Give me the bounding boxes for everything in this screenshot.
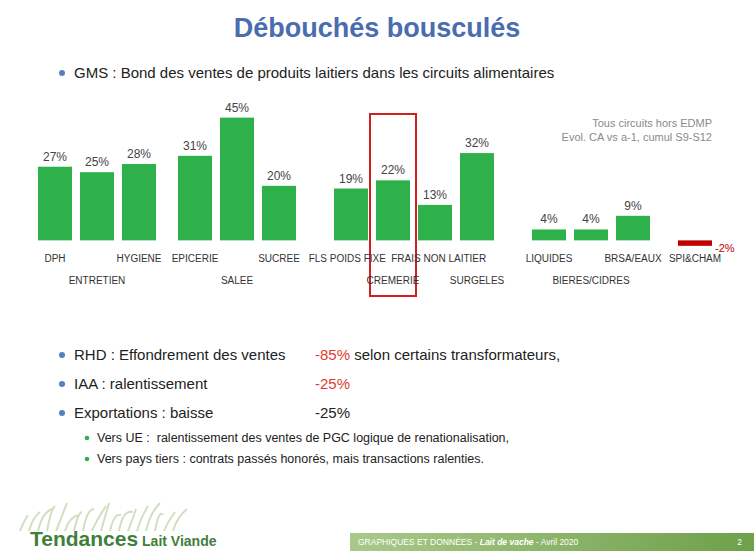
- bar: [220, 118, 254, 241]
- bar: [178, 156, 212, 241]
- chart-annotation: Tous circuits hors EDMP: [592, 117, 712, 129]
- bullet-dot: [59, 352, 65, 358]
- footer-grass: [173, 509, 187, 531]
- category-label: SURGELES: [450, 275, 505, 286]
- sub-bullet-text: Vers pays tiers : contrats passés honoré…: [97, 452, 484, 466]
- category-label: SUCREE: [258, 253, 300, 264]
- bar: [262, 186, 296, 241]
- sub-bullet-dot: [85, 436, 90, 441]
- bar: [532, 229, 566, 240]
- footer-page: 2: [737, 537, 742, 547]
- data-label: 4%: [582, 212, 600, 226]
- footer-brand: Tendances Lait Viande: [30, 527, 217, 550]
- bar: [574, 229, 608, 240]
- category-label: BRSA/EAUX: [604, 253, 662, 264]
- footer-grass: [155, 514, 163, 531]
- bullet-rest: selon certains transformateurs,: [350, 346, 560, 363]
- category-label: LIQUIDES: [526, 253, 573, 264]
- bar: [334, 189, 368, 241]
- footer-grass: [20, 515, 28, 531]
- data-label: 27%: [43, 150, 67, 164]
- category-label: FRAIS NON LAITIER: [391, 253, 486, 264]
- category-label: EPICERIE: [172, 253, 219, 264]
- bar: [418, 205, 452, 240]
- bar: [376, 180, 410, 240]
- sub-bullet-dot: [85, 457, 90, 462]
- category-label: FLS POIDS FIXE: [309, 253, 387, 264]
- footer-source-part: - Avril 2020: [534, 537, 579, 547]
- data-label: 31%: [183, 139, 207, 153]
- footer-brand-sub: Lait Viande: [142, 533, 217, 549]
- category-label: SPI&CHAM: [669, 253, 721, 264]
- bullet-figure-value: -25%: [315, 404, 350, 421]
- slide: Débouchés bousculés GMS : Bond des ventes…: [0, 0, 754, 551]
- category-label: ENTRETIEN: [69, 275, 126, 286]
- bar: [80, 172, 114, 240]
- footer-source-part: GRAPHIQUES ET DONNÉES -: [358, 537, 480, 547]
- bullet-dot: [59, 70, 65, 76]
- data-label: 22%: [381, 163, 405, 177]
- bullet-figure: -25%: [315, 375, 350, 392]
- bullet-figure: -25%: [315, 404, 350, 421]
- slide-title: Débouchés bousculés: [234, 13, 521, 43]
- data-label: 9%: [624, 199, 642, 213]
- labels: 27%25%28%31%45%20%19%22%13%32%4%4%9%-2%: [43, 101, 735, 254]
- data-label: 20%: [267, 169, 291, 183]
- chart-title: GMS : Bond des ventes de produits laitie…: [74, 64, 554, 81]
- category-label: HYGIENE: [116, 253, 161, 264]
- bullet-figure-value: -25%: [315, 375, 350, 392]
- bar: [38, 167, 72, 241]
- bar: [678, 240, 712, 245]
- bullet-text: Exportations : baisse: [74, 404, 213, 421]
- bar: [460, 153, 494, 240]
- footer-source-part: Lait de vache: [480, 537, 534, 547]
- data-label: 13%: [423, 188, 447, 202]
- category-label: DPH: [44, 253, 65, 264]
- category-label: CREMERIE: [367, 275, 420, 286]
- footer-band: [350, 533, 754, 551]
- bullet-text: IAA : ralentissement: [74, 375, 208, 392]
- highlight-box: [370, 114, 416, 296]
- bars: [38, 118, 712, 246]
- data-label: 32%: [465, 136, 489, 150]
- bullet-figure-value: -85%: [315, 346, 350, 363]
- data-label: 19%: [339, 172, 363, 186]
- bullet-dot: [59, 381, 65, 387]
- footer-brand-main: Tendances: [30, 527, 138, 550]
- data-label: 45%: [225, 101, 249, 115]
- bar: [616, 216, 650, 241]
- data-label: 4%: [540, 212, 558, 226]
- chart-annotation: Evol. CA vs a-1, cumul S9-S12: [562, 131, 712, 143]
- sub-bullet-text: Vers UE : ralentissement des ventes de P…: [97, 431, 509, 445]
- category-label: SALEE: [221, 275, 254, 286]
- data-label: 25%: [85, 155, 109, 169]
- bar: [122, 164, 156, 240]
- category-label: BIERES/CIDRES: [552, 275, 630, 286]
- data-label: 28%: [127, 147, 151, 161]
- bullet-text: RHD : Effondrement des ventes: [74, 346, 286, 363]
- bullet-dot: [59, 410, 65, 416]
- footer-source: GRAPHIQUES ET DONNÉES - Lait de vache - …: [358, 537, 579, 547]
- bullet-figure: -85% selon certains transformateurs,: [315, 346, 560, 363]
